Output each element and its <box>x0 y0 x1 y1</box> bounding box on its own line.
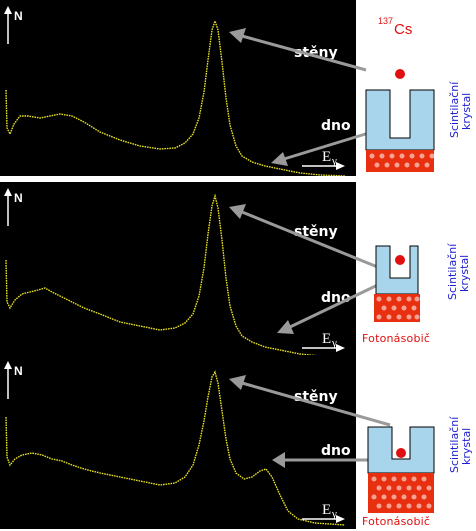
crystal-label-line1: Scintilační <box>448 81 461 138</box>
bottom-arrow <box>289 280 385 329</box>
crystal-label: Scintilační krystal <box>448 81 473 138</box>
bottom-arrowhead <box>277 320 294 334</box>
y-axis-arrowhead <box>4 361 12 369</box>
panel-top-svg: N E γ stěny dno 137 Cs Fotonásobič Scint… <box>0 0 473 176</box>
walls-arrow <box>241 381 391 427</box>
walls-arrowhead <box>229 204 246 219</box>
spectrum-curve <box>5 193 346 358</box>
panel-bottom: N E γ stěny dno Fotonásobič Scintilační … <box>0 355 476 531</box>
x-axis-subscript: γ <box>331 337 337 349</box>
crystal-label-line1: Scintilační <box>446 243 459 300</box>
walls-arrow <box>241 210 381 270</box>
panel-top: N E γ stěny dno 137 Cs Fotonásobič Scint… <box>0 0 476 176</box>
crystal-label-line2: krystal <box>460 428 473 465</box>
bottom-arrowhead <box>271 152 288 166</box>
photomultiplier-label: Fotonásobič <box>362 515 430 528</box>
source-dot <box>396 448 406 458</box>
source-dot <box>395 255 405 265</box>
spectrum-plot-background <box>0 355 356 529</box>
crystal-label: Scintilační krystal <box>446 243 471 300</box>
crystal-label-line2: krystal <box>458 255 471 292</box>
x-axis-arrowhead <box>336 344 345 352</box>
scintillation-crystal <box>365 89 435 151</box>
crystal-label-line1: Scintilační <box>448 416 461 473</box>
spectrum-plot-background <box>0 0 356 176</box>
bottom-arrow <box>283 130 373 161</box>
panel-middle: N E γ stěny dno Fotonásobič Scintilační … <box>0 182 476 358</box>
walls-arrowhead <box>229 375 246 390</box>
y-axis-label: N <box>14 191 23 205</box>
scintillation-crystal <box>375 245 419 295</box>
x-axis-arrowhead <box>336 515 345 523</box>
photomultiplier-pattern <box>371 476 432 509</box>
y-axis-label: N <box>14 364 23 378</box>
source-element: Cs <box>394 21 412 38</box>
photomultiplier-pattern <box>369 153 435 168</box>
x-axis-subscript: γ <box>331 508 337 520</box>
walls-label: stěny <box>294 224 338 240</box>
spectrum-plot-background <box>0 182 356 358</box>
bottom-label: dno <box>321 118 351 134</box>
crystal-label-line2: krystal <box>460 93 473 130</box>
source-mass-number: 137 <box>378 16 393 26</box>
spectrum-curve <box>5 370 346 526</box>
y-axis-arrowhead <box>4 188 12 196</box>
y-axis-arrowhead <box>4 6 12 14</box>
x-axis-label: E <box>322 331 331 347</box>
photomultiplier-pattern <box>376 296 420 320</box>
walls-arrow <box>241 34 367 72</box>
photomultiplier <box>366 150 434 172</box>
x-axis-arrowhead <box>336 162 345 170</box>
crystal-label: Scintilační krystal <box>448 416 473 473</box>
bottom-label: dno <box>321 443 351 459</box>
photomultiplier-label: Fotonásobič <box>362 332 430 345</box>
source-dot <box>395 69 405 79</box>
walls-arrowhead <box>229 28 246 43</box>
walls-label: stěny <box>294 45 338 61</box>
x-axis-subscript: γ <box>331 155 337 167</box>
bottom-arrowhead <box>272 452 285 468</box>
x-axis-label: E <box>322 502 331 518</box>
spectrum-curve <box>5 18 346 176</box>
panel-middle-svg: N E γ stěny dno Fotonásobič Scintilační … <box>0 182 471 358</box>
panel-bottom-svg: N E γ stěny dno Fotonásobič Scintilační … <box>0 355 473 529</box>
x-axis-label: E <box>322 149 331 165</box>
y-axis-label: N <box>14 9 23 23</box>
